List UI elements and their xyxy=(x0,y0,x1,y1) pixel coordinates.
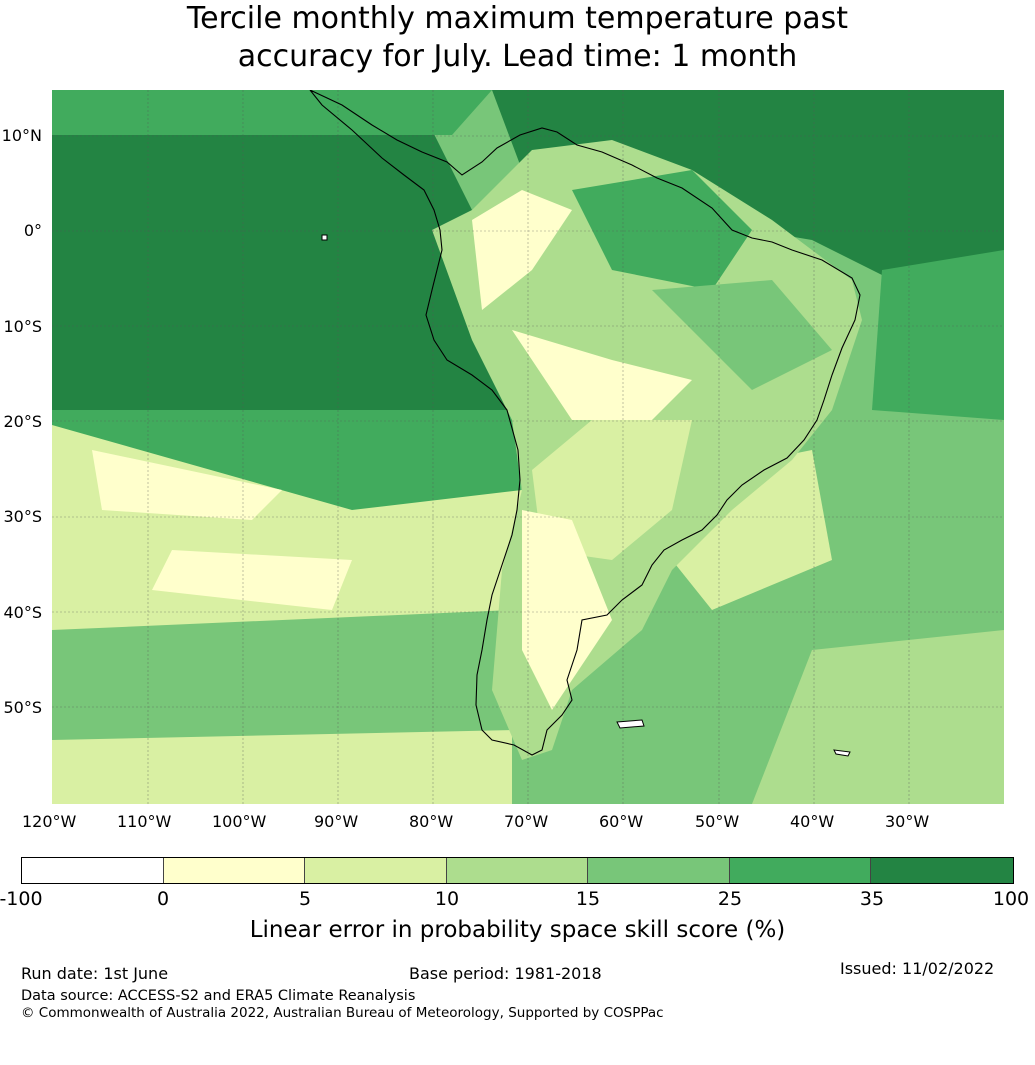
lon-label-50w: 50°W xyxy=(695,812,740,831)
skill-score-map xyxy=(52,90,1004,804)
lon-label-120w: 120°W xyxy=(22,812,77,831)
region-southern-cone xyxy=(522,510,612,710)
colorbar xyxy=(21,857,1014,884)
region-pale-pacific-2 xyxy=(152,550,352,610)
issued-date: Issued: 11/02/2022 xyxy=(840,959,995,978)
colorbar-label: Linear error in probability space skill … xyxy=(249,917,786,943)
region-andes-north xyxy=(472,190,572,310)
colorbar-segment xyxy=(871,858,1014,883)
region-far-south-pacific xyxy=(52,730,512,804)
region-tropical-pacific xyxy=(52,130,522,420)
colorbar-tick: 100 xyxy=(992,888,1030,910)
region-pale-pacific-1 xyxy=(92,450,282,520)
colorbar-segment xyxy=(447,858,588,883)
map-title: Tercile monthly maximum temperature past… xyxy=(0,0,1035,76)
lat-label-40s: 40°S xyxy=(3,603,42,622)
map-canvas xyxy=(52,90,1004,804)
copyright: © Commonwealth of Australia 2022, Austra… xyxy=(21,1005,664,1021)
colorbar-segment xyxy=(305,858,448,883)
region-far-south-atlantic xyxy=(752,630,1004,804)
region-amazon-central xyxy=(652,280,832,390)
lat-label-10n: 10°N xyxy=(1,126,42,145)
colorbar-tick: 35 xyxy=(859,888,885,910)
data-source: Data source: ACCESS-S2 and ERA5 Climate … xyxy=(21,988,416,1004)
colorbar-segment xyxy=(587,858,730,883)
region-subtropical-pacific-a xyxy=(52,410,522,520)
lat-label-10s: 10°S xyxy=(3,317,42,336)
region-north-pacific xyxy=(52,90,492,135)
islands xyxy=(321,234,851,757)
lat-label-0: 0° xyxy=(23,221,42,240)
run-date: Run date: 1st June xyxy=(21,964,169,983)
colorbar-tick: 0 xyxy=(156,888,170,910)
colorbar-tick: 15 xyxy=(575,888,601,910)
lon-label-90w: 90°W xyxy=(314,812,359,831)
lon-label-60w: 60°W xyxy=(599,812,644,831)
graticule xyxy=(52,90,1004,804)
lon-label-110w: 110°W xyxy=(117,812,172,831)
region-tropical-atlantic xyxy=(872,250,1004,420)
colorbar-segment xyxy=(163,858,306,883)
lon-label-40w: 40°W xyxy=(790,812,835,831)
region-amazon-north xyxy=(572,170,752,290)
region-central-south-america xyxy=(512,330,692,420)
colorbar-tick: 10 xyxy=(434,888,460,910)
colorbar-tick: 5 xyxy=(298,888,312,910)
lon-label-30w: 30°W xyxy=(885,812,930,831)
region-north-atlantic xyxy=(492,90,1004,290)
lat-label-50s: 50°S xyxy=(3,698,42,717)
base-period: Base period: 1981-2018 xyxy=(409,964,602,983)
colorbar-tick: -100 xyxy=(0,888,43,910)
lon-label-80w: 80°W xyxy=(409,812,454,831)
coastline xyxy=(309,90,861,756)
lon-label-100w: 100°W xyxy=(212,812,267,831)
title-line-2: accuracy for July. Lead time: 1 month xyxy=(237,39,798,74)
colorbar-tick: 25 xyxy=(717,888,743,910)
colorbar-segment xyxy=(729,858,872,883)
title-line-1: Tercile monthly maximum temperature past xyxy=(186,1,849,36)
lat-label-20s: 20°S xyxy=(3,412,42,431)
colorbar-segment xyxy=(22,858,164,883)
lon-label-70w: 70°W xyxy=(504,812,549,831)
lat-label-30s: 30°S xyxy=(3,507,42,526)
